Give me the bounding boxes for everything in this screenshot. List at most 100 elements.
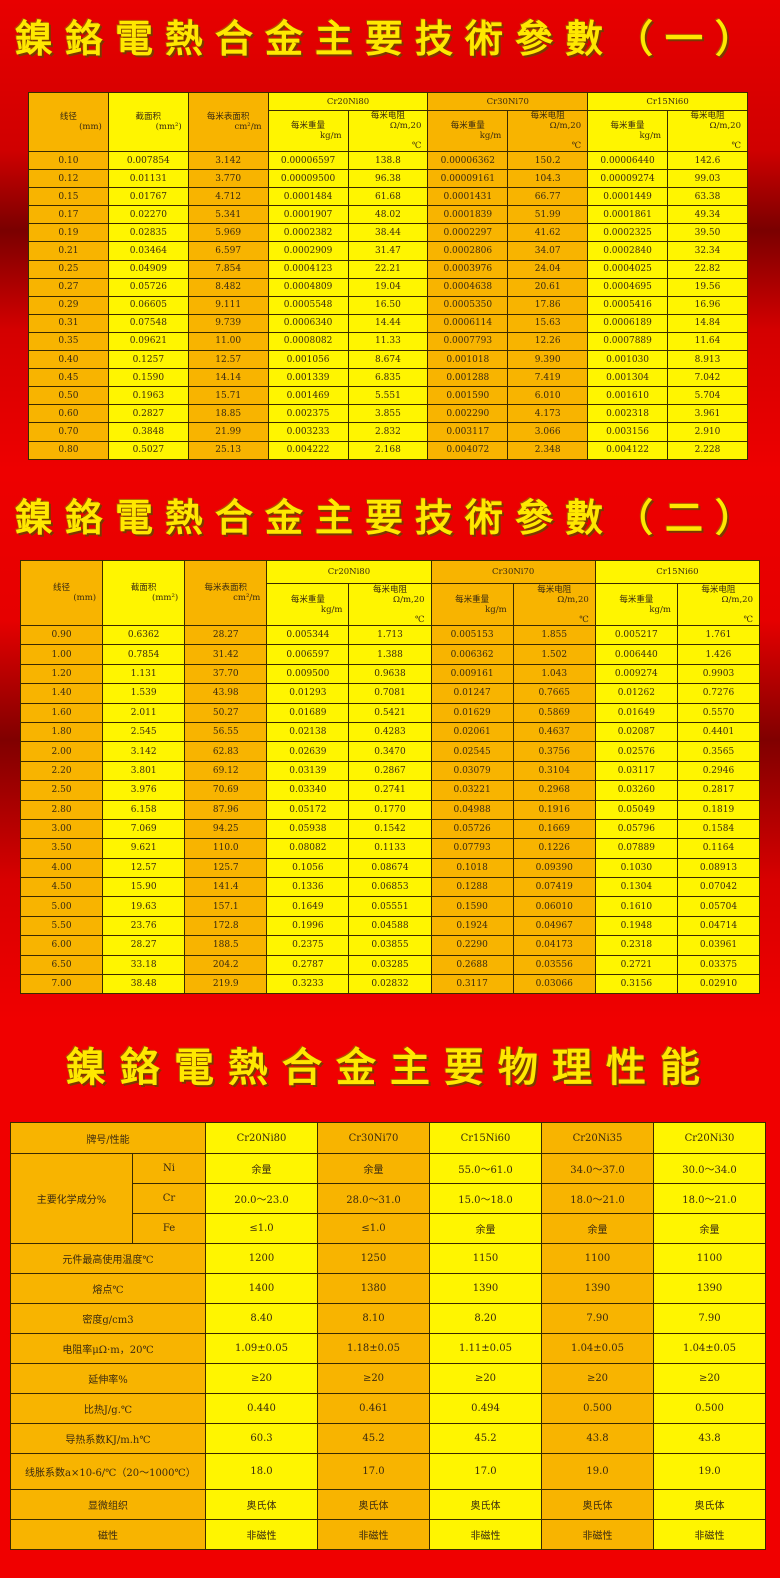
- table-cell: 0.04173: [512, 935, 596, 956]
- table-cell: 0.4283: [348, 721, 432, 743]
- table-cell: 3.00: [19, 818, 104, 840]
- cell-text: ℃: [743, 614, 753, 625]
- table-cell: 204.2: [184, 954, 268, 976]
- table-cell: 0.03066: [512, 974, 596, 995]
- table-cell: 0.0001907: [267, 205, 349, 225]
- table-row: 0.27 0.05726 8.482 0.0004809 19.04 0.0004638 2…: [28, 277, 748, 297]
- table-cell: 0.2375: [266, 935, 350, 956]
- table-cell: 0.19: [28, 223, 109, 243]
- table-cell: 0.0001431: [427, 187, 509, 207]
- table-cell: 0.004222: [267, 440, 349, 460]
- table-cell: 8.674: [347, 350, 429, 370]
- table-cell: 0.002318: [587, 404, 668, 424]
- table-cell: 非磁性: [205, 1519, 318, 1550]
- cell-text: Ω/m,20: [721, 594, 754, 605]
- table-cell: 2.20: [19, 760, 104, 782]
- table-cell: 1.18±0.05: [317, 1333, 430, 1364]
- table-cell: 0.003117: [427, 422, 509, 442]
- table-cell: 0.0001839: [427, 205, 509, 225]
- table-cell: 2.228: [667, 440, 748, 460]
- table-cell: 3.142: [187, 150, 269, 171]
- table-cell: 0.0004695: [587, 277, 668, 297]
- cell-text: 每米表面积: [204, 583, 248, 593]
- table-cell: 0.1669: [512, 818, 596, 840]
- table-cell: 0.00006362: [427, 150, 509, 171]
- table-cell: 0.0005548: [267, 295, 349, 315]
- cell-text: Cr20Ni80: [327, 567, 371, 577]
- table-cell: 0.1030: [594, 857, 678, 879]
- table-cell: 0.1018: [430, 857, 514, 879]
- table-cell: 0.04714: [676, 915, 761, 937]
- table-cell: 1.04±0.05: [653, 1333, 766, 1364]
- table-cell: 4.173: [507, 404, 589, 424]
- table-cell: 0.2318: [594, 935, 678, 956]
- table-cell: 0.05551: [348, 896, 432, 917]
- table-cell: 0.04967: [512, 915, 596, 937]
- table-cell: 15.71: [187, 386, 269, 406]
- header-diameter: 线径 (mm): [19, 560, 104, 626]
- header-weight: 每米重量 kg/m: [430, 583, 514, 626]
- cell-text: 每米电阻: [537, 584, 572, 595]
- table-cell: 0.0002325: [587, 223, 668, 243]
- table-cell: 1.388: [348, 644, 432, 665]
- table-cell: 奥氏体: [317, 1489, 430, 1520]
- cell-text: 每米表面积: [206, 112, 250, 122]
- table-row: 0.19 0.02835 5.969 0.0002382 38.44 0.0002297 4…: [28, 223, 748, 243]
- cell-text: 每米重量: [619, 594, 654, 605]
- table-cell: 0.1963: [107, 386, 189, 406]
- table-cell: 奥氏体: [205, 1489, 318, 1520]
- table-cell: 0.01247: [430, 683, 514, 704]
- table-cell: 2.348: [507, 440, 589, 460]
- table-cell: 0.08913: [676, 857, 761, 879]
- cell-text: 每米电阻: [701, 584, 736, 595]
- table-row: 0.45 0.1590 14.14 0.001339 6.835 0.001288 7.41…: [28, 368, 748, 388]
- element-label: Fe: [132, 1213, 206, 1244]
- table-cell: 63.38: [667, 187, 748, 207]
- table-cell: 0.1916: [512, 799, 596, 820]
- table-cell: 17.86: [507, 295, 589, 315]
- table-cell: 96.38: [347, 169, 429, 189]
- table-cell: 14.84: [667, 313, 748, 333]
- table-cell: 0.15: [28, 187, 109, 207]
- table-row: 3.00 7.069 94.25 0.05938 0.1542 0.05726 0.1669…: [19, 818, 761, 840]
- table-cell: 0.0003976: [427, 259, 509, 279]
- cell-text: Cr15Ni60: [656, 567, 699, 577]
- table-cell: 0.001018: [427, 350, 509, 370]
- table-cell: 0.03556: [512, 954, 596, 976]
- table-cell: 0.003156: [587, 422, 668, 442]
- table-cell: 38.44: [347, 223, 429, 243]
- table-cell: 69.12: [184, 760, 268, 782]
- table-cell: 0.03375: [676, 954, 761, 976]
- table-cell: 43.8: [541, 1423, 654, 1454]
- table-row: 5.00 19.63 157.1 0.1649 0.05551 0.1590 0.06010…: [19, 896, 761, 917]
- table-cell: 6.50: [19, 954, 104, 976]
- table-cell: 0.09390: [512, 857, 596, 879]
- table-cell: 0.1996: [266, 915, 350, 937]
- header-alloy: Cr30Ni70: [317, 1122, 430, 1154]
- table-cell: 0.1336: [266, 877, 350, 898]
- table-cell: 0.0002840: [587, 241, 668, 261]
- table-cell: 0.1610: [594, 896, 678, 917]
- cell-text: Ω/m,20: [549, 121, 582, 131]
- table-cell: 23.76: [102, 915, 186, 937]
- table-cell: 0.001288: [427, 368, 509, 388]
- table-cell: 8.20: [429, 1303, 542, 1334]
- table-cell: 3.770: [187, 169, 269, 189]
- table-cell: 5.551: [347, 386, 429, 406]
- table-cell: 2.50: [19, 780, 104, 801]
- cell-text: (mm): [79, 122, 102, 132]
- table-row: 0.31 0.07548 9.739 0.0006340 14.44 0.0006114 1…: [28, 313, 748, 333]
- table-cell: 0.01767: [107, 187, 189, 207]
- cell-text: 每米重量: [450, 121, 485, 131]
- table-cell: 0.1164: [676, 838, 761, 859]
- table-cell: 9.111: [187, 295, 269, 315]
- table-cell: 0.005344: [266, 624, 350, 646]
- table-cell: 余量: [429, 1213, 542, 1244]
- table-row: 0.90 0.6362 28.27 0.005344 1.713 0.005153 1.85…: [19, 624, 761, 646]
- header-resistance: 每米电阻 Ω/m,20 ℃: [507, 110, 589, 152]
- table-cell: ≤1.0: [317, 1213, 430, 1244]
- table-cell: 0.2867: [348, 760, 432, 782]
- cell-text: 每米重量: [291, 121, 326, 131]
- table-cell: 0.7665: [512, 683, 596, 704]
- header-alloy: Cr15Ni60: [429, 1122, 542, 1154]
